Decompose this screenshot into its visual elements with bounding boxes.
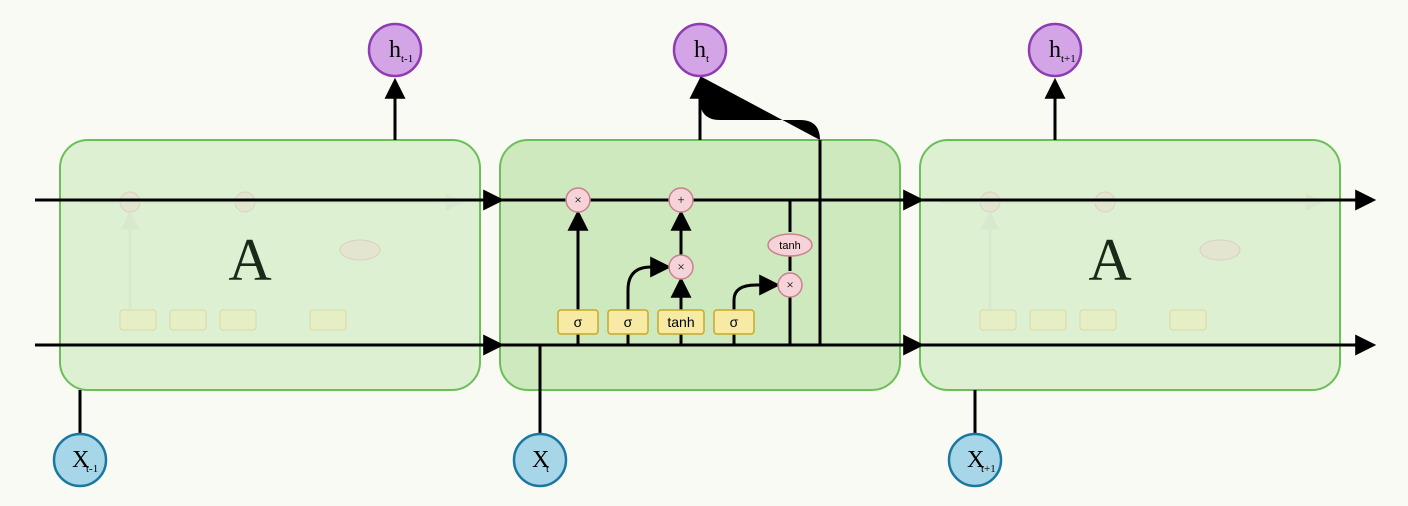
op-label-mul1: × bbox=[574, 192, 581, 207]
output-sub-h_tm1: t-1 bbox=[401, 53, 413, 65]
gate-label-sigma1: σ bbox=[574, 314, 583, 330]
op-mul1: × bbox=[566, 188, 590, 212]
output-label-h_t: h bbox=[694, 37, 706, 63]
cell-label-right: A bbox=[1088, 227, 1131, 293]
gate-label-sigma3: σ bbox=[730, 314, 739, 330]
op-mul2: × bbox=[669, 255, 693, 279]
op-label-mul2: × bbox=[677, 259, 684, 274]
output-label-h_tm1: h bbox=[389, 37, 401, 63]
gate-label-sigma2: σ bbox=[624, 314, 633, 330]
input-x_t: Xt bbox=[514, 434, 566, 486]
op-label-add1: + bbox=[677, 192, 684, 207]
output-h_tm1: ht-1 bbox=[369, 24, 421, 76]
input-x_tp1: Xt+1 bbox=[949, 434, 1001, 486]
gate-sigma1: σ bbox=[558, 310, 598, 334]
input-sub-x_tm1: t-1 bbox=[86, 463, 98, 475]
pill-label-tanh_out: tanh bbox=[779, 240, 800, 252]
input-sub-x_t: t bbox=[546, 463, 549, 475]
cell-label-left: A bbox=[228, 227, 271, 293]
gate-sigma2: σ bbox=[608, 310, 648, 334]
gate-label-tanh1: tanh bbox=[667, 314, 694, 330]
output-h_t: ht bbox=[674, 24, 726, 76]
output-sub-h_tp1: t+1 bbox=[1061, 53, 1076, 65]
output-label-h_tp1: h bbox=[1049, 37, 1061, 63]
input-sub-x_tp1: t+1 bbox=[981, 463, 996, 475]
op-mul3: × bbox=[778, 273, 802, 297]
output-h_tp1: ht+1 bbox=[1029, 24, 1081, 76]
output-sub-h_t: t bbox=[706, 53, 709, 65]
gate-tanh1: tanh bbox=[658, 310, 704, 334]
op-label-mul3: × bbox=[786, 277, 793, 292]
pill-tanh_out: tanh bbox=[768, 234, 812, 256]
input-x_tm1: Xt-1 bbox=[54, 434, 106, 486]
op-add1: + bbox=[669, 188, 693, 212]
gate-sigma3: σ bbox=[714, 310, 754, 334]
lstm-cell-center bbox=[500, 140, 900, 390]
